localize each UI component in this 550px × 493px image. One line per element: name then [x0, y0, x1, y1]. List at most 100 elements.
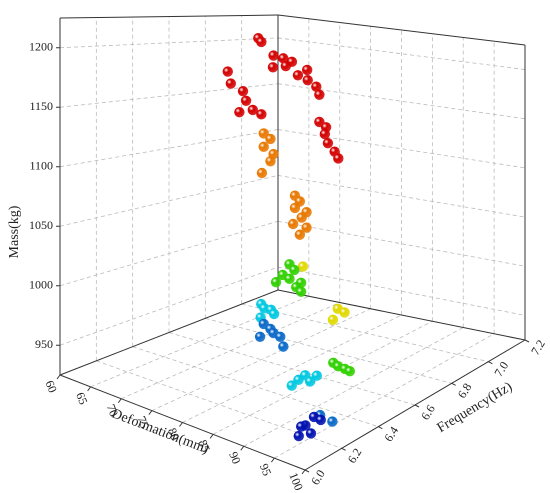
grid-line [241, 303, 489, 363]
x-tick-label: 90 [226, 450, 243, 466]
y-tick [451, 382, 456, 386]
data-point [265, 133, 276, 145]
data-point [339, 307, 350, 318]
data-point [296, 212, 307, 223]
box-edge [59, 289, 279, 376]
data-point [344, 366, 356, 377]
x-tick [270, 457, 275, 463]
y-tick [414, 404, 420, 408]
data-point [286, 380, 297, 391]
data-point [240, 95, 252, 106]
x-tick-label: 60 [42, 378, 59, 394]
data-point [267, 62, 279, 73]
y-tick [488, 361, 493, 365]
data-point [295, 286, 307, 297]
box-edge [277, 289, 526, 341]
x-tick [240, 445, 245, 451]
data-point [311, 81, 322, 92]
x-tick [301, 469, 306, 475]
x-tick-label: 95 [257, 461, 274, 477]
x-tick-label: 85 [196, 438, 213, 454]
y-tick-label: 7.0 [491, 359, 511, 379]
data-point [247, 104, 259, 116]
x-tick-label: 75 [134, 414, 151, 430]
data-point [322, 137, 334, 149]
y-tick [378, 426, 383, 430]
data-point [293, 430, 304, 442]
x-tick-label: 80 [165, 426, 182, 442]
data-point [305, 428, 317, 439]
data-point [278, 341, 289, 352]
data-point [319, 128, 331, 140]
data-point [254, 331, 266, 342]
data-point [327, 416, 338, 427]
grid-line [168, 332, 416, 406]
x-tick-label: 100 [286, 471, 306, 493]
data-point [222, 66, 233, 77]
data-point [256, 109, 267, 120]
x-tick [209, 434, 214, 439]
grid-line [205, 317, 452, 384]
x-tick-label: 65 [73, 390, 90, 406]
data-point [256, 167, 268, 179]
grid-line [59, 266, 279, 346]
grid-line [212, 320, 433, 435]
grid-line [277, 129, 526, 169]
z-tick-label: 950 [35, 337, 53, 351]
data-point [265, 156, 276, 167]
y-tick-label: 6.6 [418, 402, 438, 422]
x-tick [148, 410, 153, 415]
data-point [301, 64, 313, 76]
x-tick [87, 386, 92, 392]
x-tick [179, 422, 183, 427]
data-point [289, 264, 300, 276]
box-edges [56, 14, 530, 475]
grid-line [59, 37, 279, 49]
data-point [280, 60, 292, 72]
z-tick-label: 1150 [29, 99, 53, 113]
y-tick [524, 339, 530, 343]
data-point [302, 75, 313, 86]
data-point [287, 218, 299, 230]
data-point [237, 86, 249, 97]
grid-line [132, 346, 379, 428]
data-point [296, 421, 307, 432]
box-edge [304, 339, 526, 471]
grid-line [151, 308, 371, 411]
data-point [315, 414, 326, 426]
data-point [297, 261, 309, 272]
data-point [314, 89, 325, 100]
z-tick-label: 1100 [29, 159, 53, 173]
z-tick-label: 1050 [29, 218, 53, 232]
y-tick [304, 469, 310, 473]
x-tick [117, 398, 122, 404]
y-tick-label: 6.4 [381, 424, 401, 444]
data-point [275, 331, 286, 343]
x-tick [56, 374, 61, 380]
x-tick-label: 70 [104, 402, 121, 418]
points [222, 32, 356, 442]
data-point [301, 222, 312, 233]
y-tick-label: 6.2 [345, 446, 365, 466]
box-edge [59, 374, 306, 471]
data-point [327, 314, 339, 326]
data-point [234, 106, 245, 118]
y-tick [341, 447, 346, 451]
data-point [289, 202, 301, 214]
data-point [268, 308, 280, 320]
y-tick-label: 6.0 [308, 467, 328, 487]
data-point [333, 153, 344, 164]
data-point [258, 141, 269, 153]
data-point [294, 229, 306, 240]
z-axis-title: Mass(kg) [7, 205, 22, 258]
y-tick-label: 7.2 [528, 337, 548, 357]
y-tick-label: 6.8 [455, 381, 475, 401]
box-edge [59, 14, 279, 19]
data-point [284, 273, 295, 285]
z-tick-label: 1000 [29, 278, 53, 292]
y-axis-title: Frequency(Hz) [435, 379, 516, 436]
data-point [292, 70, 304, 81]
z-tick-label: 1200 [29, 40, 53, 54]
data-point [268, 50, 279, 61]
